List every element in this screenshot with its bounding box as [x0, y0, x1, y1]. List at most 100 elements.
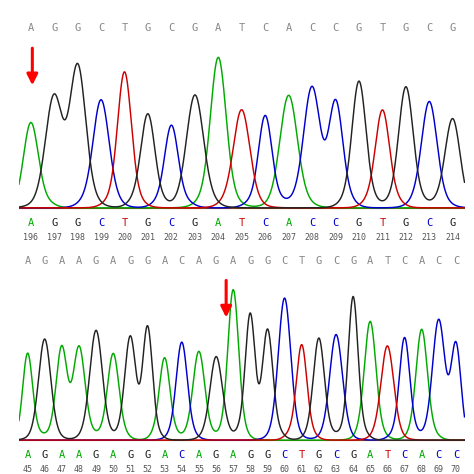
- Text: G: G: [145, 24, 151, 34]
- Text: G: G: [74, 24, 81, 34]
- Text: C: C: [453, 450, 459, 460]
- Text: A: A: [110, 256, 116, 266]
- Text: C: C: [401, 450, 408, 460]
- Text: 206: 206: [258, 233, 273, 242]
- Text: 197: 197: [46, 233, 62, 242]
- Text: C: C: [453, 256, 459, 266]
- Text: T: T: [299, 450, 305, 460]
- Text: C: C: [333, 256, 339, 266]
- Text: G: G: [191, 218, 198, 228]
- Text: 53: 53: [160, 465, 170, 474]
- Text: C: C: [168, 218, 174, 228]
- Text: G: G: [350, 450, 356, 460]
- Text: A: A: [76, 256, 82, 266]
- Text: A: A: [196, 450, 202, 460]
- Text: G: G: [403, 24, 409, 34]
- Text: 65: 65: [365, 465, 375, 474]
- Text: A: A: [367, 256, 374, 266]
- Text: 203: 203: [187, 233, 202, 242]
- Text: C: C: [262, 24, 268, 34]
- Text: 61: 61: [297, 465, 307, 474]
- Text: 204: 204: [211, 233, 226, 242]
- Text: G: G: [145, 218, 151, 228]
- Text: T: T: [238, 24, 245, 34]
- Text: T: T: [121, 218, 128, 228]
- Text: C: C: [332, 24, 338, 34]
- Text: 66: 66: [383, 465, 392, 474]
- Text: G: G: [51, 24, 57, 34]
- Text: 55: 55: [194, 465, 204, 474]
- Text: 47: 47: [57, 465, 67, 474]
- Text: 59: 59: [263, 465, 273, 474]
- Text: G: G: [42, 256, 48, 266]
- Text: T: T: [384, 256, 391, 266]
- Text: 200: 200: [117, 233, 132, 242]
- Text: T: T: [238, 218, 245, 228]
- Text: T: T: [121, 24, 128, 34]
- Text: G: G: [247, 450, 254, 460]
- Text: G: G: [213, 256, 219, 266]
- Text: G: G: [264, 256, 271, 266]
- Text: 68: 68: [417, 465, 427, 474]
- Text: C: C: [401, 256, 408, 266]
- Text: C: C: [436, 256, 442, 266]
- Text: G: G: [356, 218, 362, 228]
- Text: T: T: [299, 256, 305, 266]
- Text: A: A: [215, 24, 221, 34]
- Text: A: A: [162, 256, 168, 266]
- Text: 67: 67: [400, 465, 410, 474]
- Text: 45: 45: [23, 465, 33, 474]
- Text: G: G: [42, 450, 48, 460]
- Text: G: G: [74, 218, 81, 228]
- Text: C: C: [426, 218, 432, 228]
- Text: C: C: [309, 24, 315, 34]
- Text: A: A: [196, 256, 202, 266]
- Text: 213: 213: [422, 233, 437, 242]
- Text: 46: 46: [40, 465, 50, 474]
- Text: T: T: [379, 24, 385, 34]
- Text: A: A: [162, 450, 168, 460]
- Text: 199: 199: [93, 233, 109, 242]
- Text: G: G: [247, 256, 254, 266]
- Text: A: A: [27, 218, 34, 228]
- Text: 58: 58: [246, 465, 255, 474]
- Text: G: G: [316, 450, 322, 460]
- Text: C: C: [333, 450, 339, 460]
- Text: C: C: [98, 24, 104, 34]
- Text: 56: 56: [211, 465, 221, 474]
- Text: 209: 209: [328, 233, 343, 242]
- Text: 69: 69: [434, 465, 444, 474]
- Text: 210: 210: [352, 233, 366, 242]
- Text: C: C: [98, 218, 104, 228]
- Text: C: C: [436, 450, 442, 460]
- Text: G: G: [145, 256, 151, 266]
- Text: C: C: [426, 24, 432, 34]
- Text: G: G: [127, 450, 134, 460]
- Text: 198: 198: [70, 233, 85, 242]
- Text: A: A: [59, 256, 65, 266]
- Text: A: A: [230, 450, 237, 460]
- Text: G: G: [450, 218, 456, 228]
- Text: T: T: [384, 450, 391, 460]
- Text: A: A: [27, 24, 34, 34]
- Text: G: G: [145, 450, 151, 460]
- Text: G: G: [403, 218, 409, 228]
- Text: C: C: [309, 218, 315, 228]
- Text: A: A: [419, 450, 425, 460]
- Text: G: G: [316, 256, 322, 266]
- Text: 62: 62: [314, 465, 324, 474]
- Text: 48: 48: [74, 465, 84, 474]
- Text: A: A: [215, 218, 221, 228]
- Text: 50: 50: [108, 465, 118, 474]
- Text: G: G: [51, 218, 57, 228]
- Text: C: C: [332, 218, 338, 228]
- Text: C: C: [282, 450, 288, 460]
- Text: A: A: [24, 450, 31, 460]
- Text: G: G: [191, 24, 198, 34]
- Text: 208: 208: [305, 233, 319, 242]
- Text: C: C: [262, 218, 268, 228]
- Text: A: A: [59, 450, 65, 460]
- Text: 49: 49: [91, 465, 101, 474]
- Text: G: G: [127, 256, 134, 266]
- Text: G: G: [350, 256, 356, 266]
